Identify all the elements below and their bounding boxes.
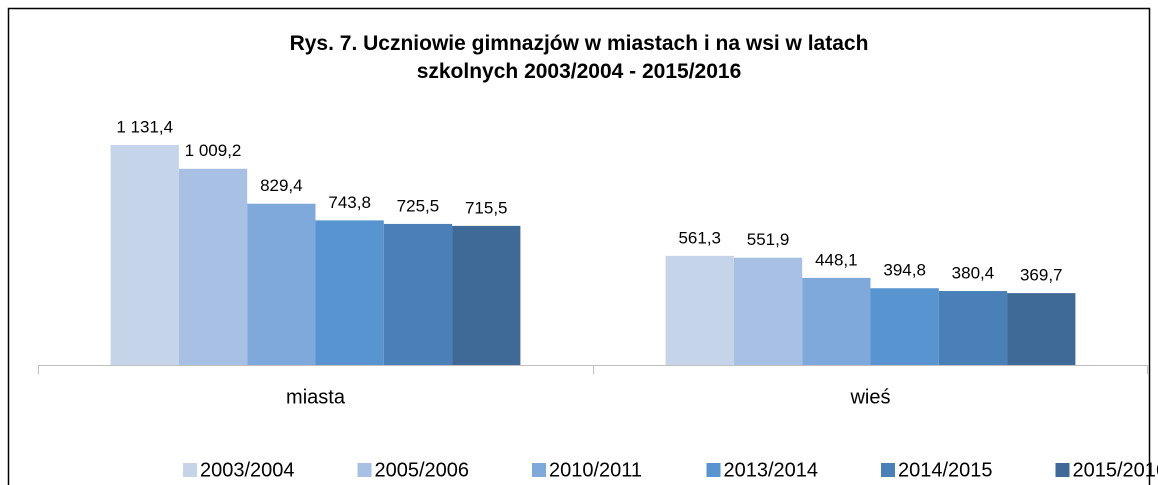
x-tick-label: miasta (286, 386, 346, 408)
legend-label: 2010/2011 (549, 459, 642, 481)
legend-swatch (881, 463, 895, 477)
legend-label: 2015/2016 (1073, 459, 1158, 481)
value-label: 394,8 (883, 261, 926, 280)
bar (802, 277, 871, 365)
value-label: 715,5 (465, 198, 508, 217)
legend-swatch (532, 463, 546, 477)
value-label: 1 009,2 (185, 141, 242, 160)
legend-label: 2003/2004 (200, 459, 295, 481)
value-label: 829,4 (260, 176, 303, 195)
value-label: 551,9 (747, 230, 790, 249)
bar (1007, 293, 1076, 365)
value-label: 380,4 (952, 264, 995, 283)
bar (178, 168, 248, 365)
legend-swatch (183, 463, 197, 477)
legend-swatch (1055, 463, 1070, 477)
bar (315, 220, 384, 365)
bar (870, 288, 939, 365)
frame (7, 7, 1151, 485)
bar (383, 223, 453, 365)
bar (938, 291, 1008, 365)
chart-title: Rys. 7. Uczniowie gimnazjów w miastach i… (289, 32, 869, 83)
legend-swatch (706, 463, 721, 477)
value-label: 561,3 (678, 228, 721, 247)
legend-swatch (357, 463, 372, 477)
bar (665, 255, 734, 365)
bar (733, 257, 803, 365)
legend-label: 2013/2014 (724, 459, 819, 481)
value-label: 448,1 (815, 250, 858, 269)
value-label: 369,7 (1020, 266, 1063, 285)
bar (110, 145, 179, 365)
legend-label: 2005/2006 (375, 459, 470, 481)
value-label: 725,5 (397, 196, 440, 215)
value-label: 743,8 (328, 193, 371, 212)
bar (452, 225, 521, 365)
value-label: 1 131,4 (116, 117, 173, 136)
x-tick-label: wieś (849, 386, 890, 408)
bar (247, 203, 316, 365)
legend-label: 2014/2015 (898, 459, 993, 481)
